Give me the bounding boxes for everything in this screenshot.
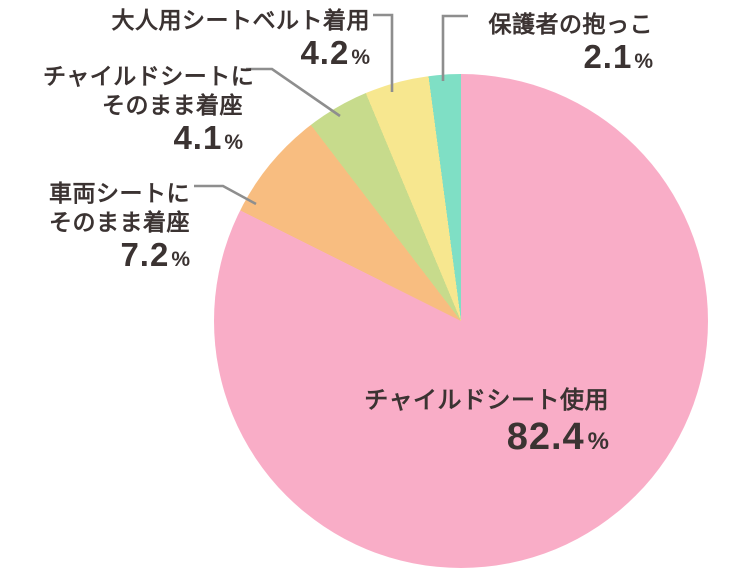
slice-label-childseat-sitting-line1: チャイルドシートに xyxy=(43,63,255,89)
leader-line-childseat-sitting xyxy=(246,67,341,118)
callout-vehicle-seat: 車両シートに そのまま着座 7.2% xyxy=(20,179,190,278)
slice-value-vehicle-seat: 7.2% xyxy=(120,236,190,273)
percent-sign: % xyxy=(171,248,190,271)
percent-sign: % xyxy=(351,46,370,69)
percent-sign: % xyxy=(634,50,653,73)
callout-childseat-use: チャイルドシート使用 82.4% xyxy=(329,386,609,463)
percent-sign: % xyxy=(224,131,243,154)
callout-adult-seatbelt: 大人用シートベルト着用 4.2% xyxy=(90,6,371,76)
leader-line-adult-seatbelt xyxy=(373,13,394,92)
callout-guardian-hold: 保護者の抱っこ 2.1% xyxy=(482,10,654,80)
percent-sign: % xyxy=(587,428,609,455)
slice-value-childseat-sitting: 4.1% xyxy=(173,119,243,156)
slice-label-adult-seatbelt: 大人用シートベルト着用 xyxy=(111,7,370,33)
slice-value-childseat-use: 82.4% xyxy=(506,416,609,458)
slice-value-guardian-hold: 2.1% xyxy=(583,38,653,75)
slice-label-childseat-use: チャイルドシート使用 xyxy=(364,387,609,414)
leader-line-guardian-hold xyxy=(441,14,468,81)
callout-childseat-sitting: チャイルドシートに そのまま着座 4.1% xyxy=(43,62,255,161)
slice-label-vehicle-seat-line1: 車両シートに xyxy=(49,180,190,206)
pie xyxy=(214,74,708,568)
slice-value-adult-seatbelt: 4.2% xyxy=(300,34,370,71)
slice-label-childseat-sitting-line2: そのまま着座 xyxy=(102,92,243,118)
slice-label-guardian-hold: 保護者の抱っこ xyxy=(488,11,653,37)
slice-label-vehicle-seat-line2: そのまま着座 xyxy=(49,209,190,235)
